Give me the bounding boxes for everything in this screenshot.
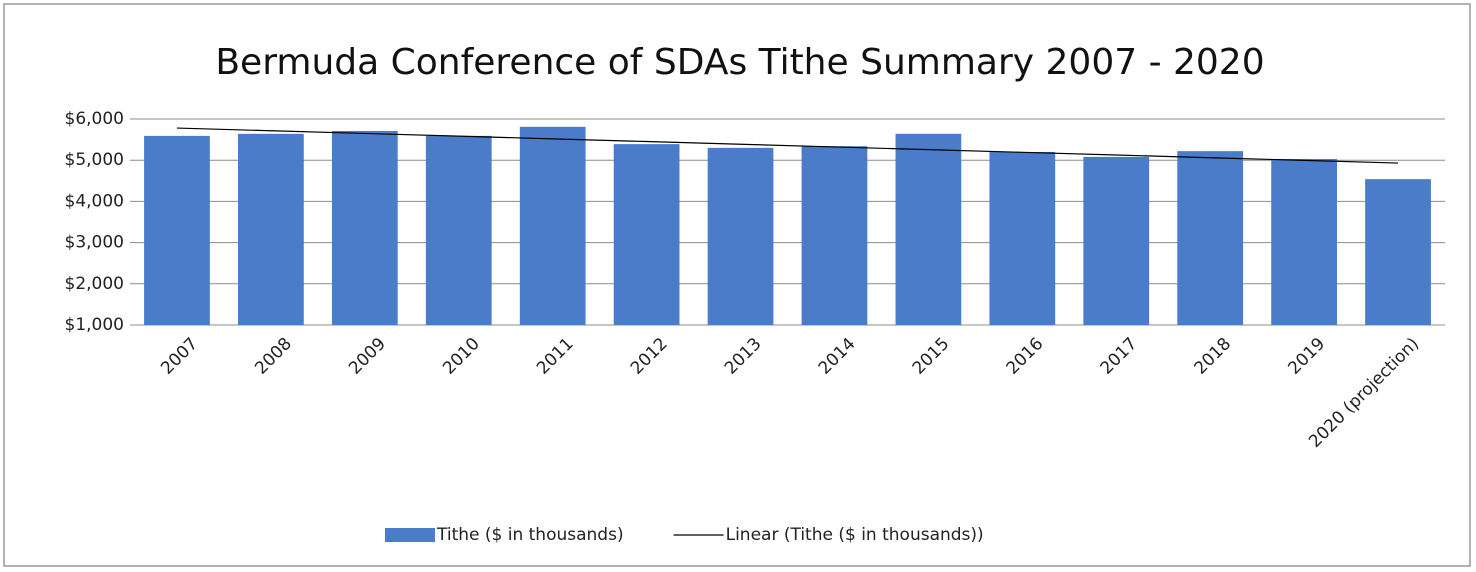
- y-tick-label: $1,000: [65, 315, 124, 335]
- y-tick-label: $6,000: [65, 109, 124, 129]
- bar: [1365, 179, 1431, 325]
- y-tick-label: $2,000: [65, 274, 124, 294]
- bar: [989, 151, 1056, 325]
- bar: [1083, 156, 1150, 325]
- bar: [895, 133, 962, 325]
- bar: [425, 135, 492, 325]
- bar: [707, 147, 774, 325]
- legend-label: Tithe ($ in thousands): [436, 525, 624, 545]
- y-tick-label: $3,000: [65, 233, 124, 253]
- bar: [238, 133, 304, 325]
- trend-line: [176, 127, 1399, 164]
- chart-title: Bermuda Conference of SDAs Tithe Summary…: [215, 42, 1264, 83]
- bar: [331, 130, 398, 325]
- legend-label: Linear (Tithe ($ in thousands)): [726, 525, 984, 545]
- bar: [801, 146, 868, 325]
- bar: [613, 144, 680, 325]
- bar: [1271, 158, 1337, 325]
- y-tick-label: $5,000: [65, 150, 124, 170]
- bar: [1177, 151, 1244, 325]
- bar: [144, 135, 210, 325]
- legend-swatch: [385, 528, 435, 542]
- bar: [519, 126, 586, 325]
- y-tick-label: $4,000: [65, 191, 124, 211]
